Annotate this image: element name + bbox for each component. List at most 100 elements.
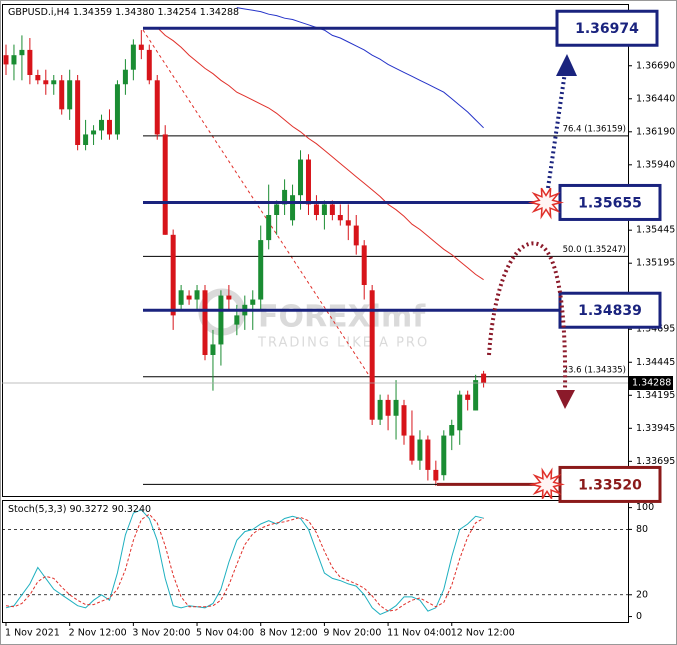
candle-body — [3, 55, 9, 65]
candle-body — [11, 55, 17, 65]
stoch-line — [5, 513, 484, 612]
candle-body — [401, 405, 407, 436]
price-tag-label: 1.34288 — [632, 378, 671, 389]
candle-body — [457, 394, 463, 431]
y-tick-label: 1.34445 — [636, 357, 675, 368]
y-tick-label: 1.36440 — [636, 93, 675, 104]
candle-body — [75, 80, 81, 145]
candle-body — [162, 134, 168, 235]
x-tick-label: 11 Nov 04:00 — [387, 628, 451, 639]
y-tick-label: 1.36190 — [636, 126, 675, 137]
level-label: 1.34839 — [578, 303, 642, 319]
candle-body — [258, 240, 264, 300]
open-value: 1.34359 — [73, 7, 112, 18]
level-box — [558, 291, 662, 329]
chart-header: GBPUSD.i,H4 1.34359 1.34380 1.34254 1.34… — [8, 7, 239, 18]
candle-body — [369, 290, 375, 420]
candle-body — [114, 84, 120, 135]
y-tick-label: 1.33945 — [636, 423, 675, 434]
candle-body — [481, 373, 487, 383]
candle-body — [353, 225, 359, 246]
fib-label: 76.4 (1.36159) — [563, 124, 626, 134]
candle-body — [170, 234, 176, 316]
stoch-line — [5, 509, 484, 615]
candle-body — [337, 215, 343, 221]
level-box — [558, 465, 662, 503]
candle-body — [226, 295, 232, 300]
plot: 1.36690 1.36440 1.36190 1.35940 1.35445 1.351… — [2, 7, 675, 639]
candle-body — [154, 80, 160, 135]
candle-body — [146, 49, 152, 81]
main-panel — [2, 4, 629, 497]
candle-body — [202, 290, 208, 355]
watermark-text: FOREXimf — [258, 300, 426, 335]
candle-body — [433, 469, 439, 481]
candle-body — [290, 195, 296, 221]
price-tag — [629, 376, 673, 390]
y-tick-label: 1.36690 — [636, 60, 675, 71]
candle-body — [250, 299, 256, 305]
level-label: 1.35655 — [578, 195, 642, 211]
candle-body — [385, 399, 391, 416]
watermark-tagline: TRADING LIKE A PRO — [257, 336, 429, 351]
annotations — [487, 54, 577, 500]
candle-body — [313, 204, 319, 215]
y-tick-label: 1.35445 — [636, 225, 675, 236]
candle-body — [99, 119, 105, 131]
candle-body — [194, 290, 200, 300]
stoch-panel — [2, 500, 629, 623]
x-tick-label: 2 Nov 12:00 — [69, 628, 127, 639]
candle-body — [35, 75, 41, 81]
candle-body — [393, 399, 399, 416]
candle-body — [27, 49, 33, 75]
close-value: 1.34288 — [200, 7, 239, 18]
candle-body — [51, 80, 57, 85]
y-tick-label: 1.33695 — [636, 456, 675, 467]
candle-body — [409, 435, 415, 461]
low-value: 1.34254 — [157, 7, 196, 18]
stoch-main-value: 90.3272 — [69, 504, 108, 515]
candle-body — [130, 44, 136, 70]
x-tick-label: 12 Nov 12:00 — [451, 628, 515, 639]
candle-body — [449, 425, 455, 436]
symbol: GBPUSD.i,H4 — [8, 7, 70, 18]
candle-body — [67, 80, 73, 110]
candle-body — [122, 69, 128, 85]
candle-body — [266, 215, 272, 241]
x-tick-label: 8 Nov 12:00 — [260, 628, 318, 639]
y-tick-label: 1.35940 — [636, 159, 675, 170]
candle-body — [377, 399, 383, 420]
level-label: 1.33520 — [578, 477, 642, 493]
candle-body — [234, 315, 240, 325]
candle-body — [19, 49, 25, 56]
candle-body — [59, 80, 65, 110]
candle-body — [106, 119, 112, 135]
y-tick-label: 1.34195 — [636, 390, 675, 401]
candle-body — [83, 134, 89, 145]
candle-body — [465, 394, 471, 400]
candle-body — [425, 439, 431, 470]
candle-body — [305, 159, 311, 205]
y-tick-label: 0 — [636, 611, 642, 622]
high-value: 1.34380 — [115, 7, 154, 18]
level-label: 1.36974 — [575, 21, 639, 37]
candle-body — [282, 189, 288, 205]
arrowhead-up — [556, 54, 577, 76]
y-tick-label: 1.35195 — [636, 258, 675, 269]
fib-label: 23.6 (1.34335) — [563, 365, 626, 375]
stoch-header: Stoch(5,3,3) 90.3272 90.3240 — [8, 504, 151, 515]
candle-body — [298, 159, 304, 196]
stoch-title: Stoch(5,3,3) — [8, 504, 66, 515]
candle-body — [210, 344, 216, 355]
burst — [528, 187, 564, 220]
burst — [529, 467, 565, 500]
candle-body — [441, 435, 447, 476]
candle-body — [321, 204, 327, 215]
x-tick-label: 5 Nov 04:00 — [196, 628, 254, 639]
candle-body — [43, 80, 49, 85]
trend-line — [142, 29, 373, 381]
x-tick-label: 1 Nov 2021 — [5, 628, 60, 639]
candle-body — [91, 130, 97, 135]
candle-body — [178, 290, 184, 305]
